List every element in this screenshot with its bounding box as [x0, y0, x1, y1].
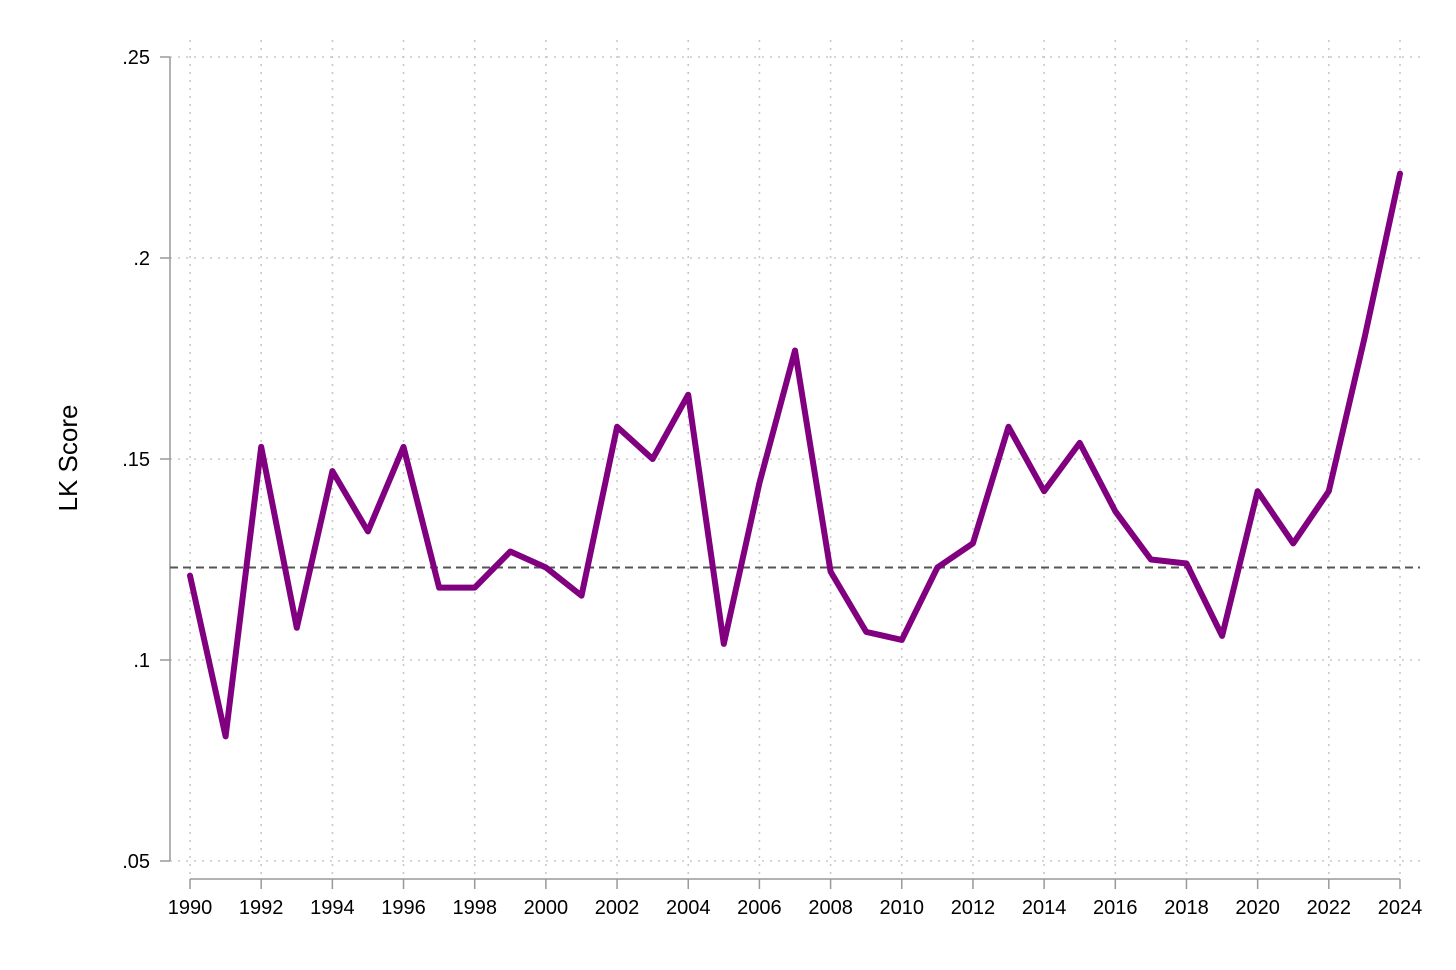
x-tick-label: 2016	[1093, 897, 1138, 919]
x-tick-label: 2014	[1022, 897, 1067, 919]
data-point	[1326, 488, 1332, 494]
x-tick-label: 2008	[808, 897, 853, 919]
data-point	[1290, 540, 1296, 546]
data-point	[934, 565, 940, 571]
x-axis-ticks: 1990 1992 1994 1996 1998 2000 2002 2004 2006 2008…	[168, 879, 1423, 919]
data-point	[365, 528, 371, 534]
data-point	[1361, 335, 1367, 341]
x-tick-label: 1992	[239, 897, 284, 919]
data-point	[1112, 508, 1118, 514]
y-tick-label: .25	[122, 47, 150, 69]
data-point	[828, 569, 834, 575]
y-axis-ticks: .05 .1 .15 .2 .25	[122, 47, 170, 873]
data-point	[1219, 633, 1225, 639]
x-tick-label: 2004	[666, 897, 711, 919]
data-point	[578, 593, 584, 599]
data-point	[970, 540, 976, 546]
x-tick-label: 2018	[1164, 897, 1209, 919]
data-point	[792, 347, 798, 353]
data-point	[258, 444, 264, 450]
axes	[169, 57, 1400, 880]
data-point	[1148, 557, 1154, 562]
data-point	[899, 637, 905, 643]
x-tick-label: 2012	[951, 897, 996, 919]
data-point	[721, 641, 727, 647]
grid-lines	[170, 40, 1420, 879]
y-tick-label: .05	[122, 851, 150, 873]
data-point	[1397, 171, 1403, 177]
data-point	[650, 456, 656, 462]
data-point	[1255, 488, 1261, 494]
data-point	[1041, 488, 1047, 494]
data-point	[863, 629, 869, 635]
data-point	[223, 733, 229, 739]
x-tick-label: 1996	[381, 897, 426, 919]
data-point	[187, 573, 193, 579]
x-tick-label: 1998	[452, 897, 497, 919]
data-point	[1006, 424, 1012, 430]
y-axis-title: LK Score	[53, 405, 83, 512]
x-tick-label: 2006	[737, 897, 782, 919]
data-point	[1077, 440, 1083, 446]
data-point	[614, 424, 620, 430]
x-tick-label: 1990	[168, 897, 213, 919]
data-point	[1183, 561, 1189, 567]
series-group	[187, 170, 1403, 740]
data-point	[756, 480, 762, 486]
data-point	[685, 392, 691, 398]
x-tick-label: 2010	[880, 897, 925, 919]
data-point	[543, 565, 549, 571]
x-tick-label: 2024	[1378, 897, 1423, 919]
data-point	[329, 468, 335, 474]
data-point	[507, 548, 513, 554]
data-point	[472, 585, 478, 591]
y-tick-label: .15	[122, 449, 150, 471]
y-tick-label: .1	[133, 650, 150, 672]
data-point	[436, 585, 442, 591]
y-tick-label: .2	[133, 248, 150, 270]
data-point	[294, 625, 300, 631]
x-tick-label: 1994	[310, 897, 355, 919]
x-tick-label: 2000	[524, 897, 569, 919]
data-point	[401, 444, 407, 450]
x-tick-label: 2022	[1307, 897, 1352, 919]
x-tick-label: 2002	[595, 897, 640, 919]
x-tick-label: 2020	[1235, 897, 1280, 919]
